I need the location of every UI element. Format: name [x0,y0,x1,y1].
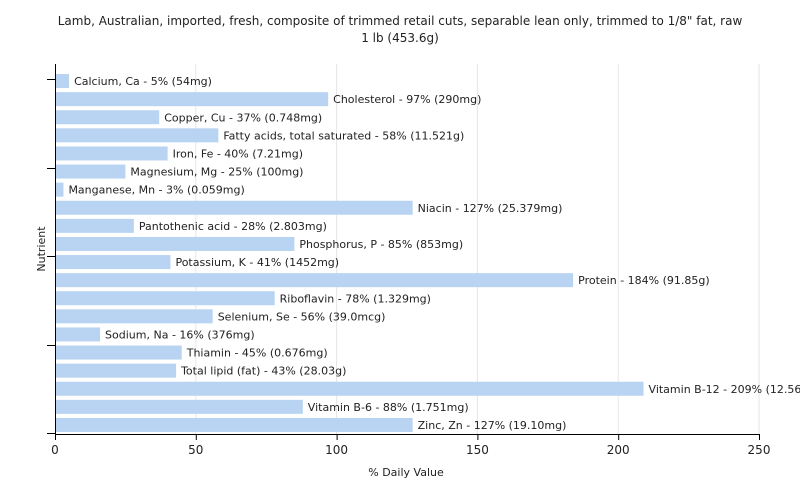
bar-label: Vitamin B-12 - 209% (12.56mcg) [649,383,800,396]
bar [56,399,303,414]
chart-subtitle: 1 lb (453.6g) [361,31,439,45]
x-tick-label: 0 [51,443,59,457]
bar [56,255,171,270]
bar [56,327,101,342]
chart-title: Lamb, Australian, imported, fresh, compo… [57,14,743,28]
bar [56,291,275,306]
bar-label: Fatty acids, total saturated - 58% (11.5… [223,129,464,142]
bar-label: Selenium, Se - 56% (39.0mcg) [218,310,386,323]
x-tick-label: 50 [188,443,203,457]
bar [56,182,64,197]
bar-label: Cholesterol - 97% (290mg) [333,93,481,106]
bar [56,164,126,179]
x-tick-label: 100 [325,443,348,457]
y-axis-title: Nutrient [35,226,48,272]
bar-label: Copper, Cu - 37% (0.748mg) [164,111,322,124]
bar [56,110,160,125]
axes [47,64,759,435]
bar [56,417,413,432]
bar-label: Riboflavin - 78% (1.329mg) [280,292,431,305]
bar-label: Iron, Fe - 40% (7.21mg) [173,147,303,160]
bar-labels: Calcium, Ca - 5% (54mg) Cholesterol - 97%… [68,75,800,432]
bar-label: Manganese, Mn - 3% (0.059mg) [68,184,244,197]
bar-label: Sodium, Na - 16% (376mg) [105,328,255,341]
bar [56,218,134,233]
x-tick-label: 250 [748,443,771,457]
bar [56,236,295,251]
bar-label: Calcium, Ca - 5% (54mg) [74,75,212,88]
bar-label: Protein - 184% (91.85g) [578,274,710,287]
bar-label: Total lipid (fat) - 43% (28.03g) [180,365,346,378]
bar [56,273,574,288]
bar-label: Phosphorus, P - 85% (853mg) [299,238,463,251]
x-tick-label: 200 [607,443,630,457]
bar [56,309,213,324]
bar-label: Potassium, K - 41% (1452mg) [175,256,339,269]
bar-label: Thiamin - 45% (0.676mg) [186,347,328,360]
bar [56,200,413,215]
bars [56,74,644,432]
x-axis-title: % Daily Value [368,466,444,479]
x-ticks: 0 50 100 150 200 250 [51,434,770,457]
bar-label: Zinc, Zn - 127% (19.10mg) [418,419,567,432]
bar [56,74,70,89]
bar [56,363,177,378]
bar [56,345,182,360]
bar [56,92,329,107]
bar-label: Pantothenic acid - 28% (2.803mg) [139,220,327,233]
bar-label: Magnesium, Mg - 25% (100mg) [130,166,303,179]
bar [56,381,644,396]
bar [56,128,219,143]
bar-label: Niacin - 127% (25.379mg) [418,202,563,215]
x-tick-label: 150 [466,443,489,457]
bar-label: Vitamin B-6 - 88% (1.751mg) [308,401,469,414]
bar [56,146,168,161]
